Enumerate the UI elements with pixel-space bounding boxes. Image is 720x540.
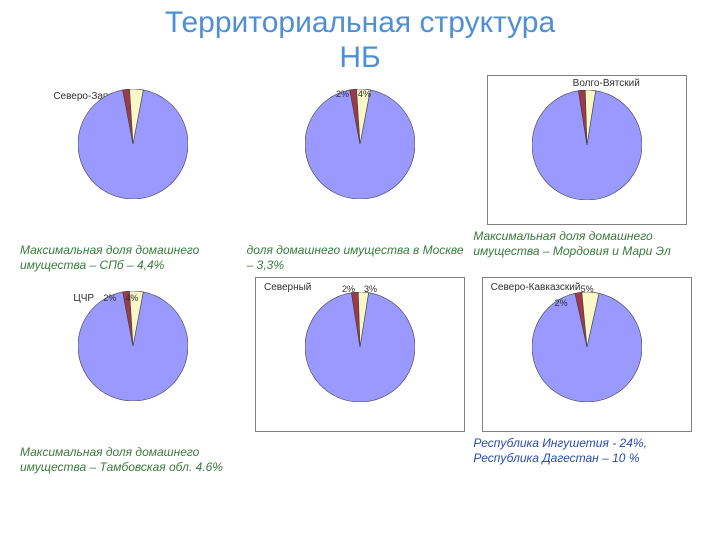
chart-cell: ЦЧР2%4%Максимальная доля домашнего имуще…: [20, 277, 247, 475]
title-line-2: НБ: [0, 41, 720, 76]
pie-slice-label: 2%: [103, 293, 116, 303]
pie-slice-label: 2%: [336, 89, 349, 99]
chart-caption: Максимальная доля домашнего имущества – …: [473, 229, 700, 259]
pie-slice-label: 5%: [581, 284, 594, 294]
chart-frame: Северо-Запад: [33, 89, 233, 239]
chart-frame: Волго-Вятский: [487, 75, 687, 225]
chart-cell: Центр2%4%доля домашнего имущества в Моск…: [247, 75, 474, 273]
pie-slice-label: 4%: [125, 293, 138, 303]
pie-slice-label: 2%: [342, 284, 355, 294]
pie-labels: 5% 2%: [483, 278, 691, 431]
pie-slice-label: 3%: [364, 284, 377, 294]
chart-frame: ЦЧР2%4%: [33, 291, 233, 441]
page-title: Территориальная структура НБ: [0, 6, 720, 75]
pie-labels: 2% 3%: [256, 278, 464, 431]
chart-cell: Северо-Запад Максимальная доля домашнего …: [20, 75, 247, 273]
pie-labels: 2% 4%: [33, 291, 233, 441]
chart-cell: Волго-Вятский Максимальная доля домашнего…: [473, 75, 700, 273]
region-label: Волго-Вятский: [573, 78, 640, 89]
pie-labels: 2% 4%: [260, 89, 460, 239]
pie-chart: [78, 89, 188, 199]
pie-chart: [532, 90, 642, 200]
chart-frame: Центр2%4%: [260, 89, 460, 239]
chart-caption: Максимальная доля домашнего имущества – …: [20, 243, 247, 273]
chart-caption: Республика Ингушетия - 24%, Республика Д…: [473, 436, 700, 466]
chart-frame: Северный2%3%: [255, 277, 465, 432]
pie-slice-label: 4%: [358, 89, 371, 99]
chart-grid: Северо-Запад Максимальная доля домашнего …: [0, 75, 720, 475]
chart-caption: доля домашнего имущества в Москве – 3,3%: [247, 243, 474, 273]
chart-caption: Максимальная доля домашнего имущества – …: [20, 445, 247, 475]
chart-frame: Северо-Кавказский5%2%: [482, 277, 692, 432]
chart-cell: Северо-Кавказский5%2%Республика Ингушети…: [473, 277, 700, 475]
chart-cell: Северный2%3%: [247, 277, 474, 475]
pie-slice-label: 2%: [555, 298, 568, 308]
title-line-1: Территориальная структура: [0, 6, 720, 41]
